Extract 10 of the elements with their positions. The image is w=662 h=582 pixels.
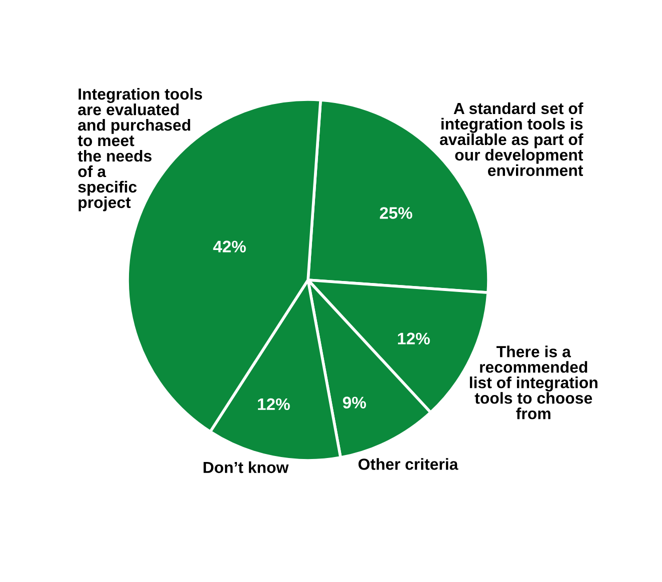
data-label: 9% — [342, 396, 366, 408]
data-label: 42% — [213, 240, 246, 252]
slice-label: Integration tools are evaluated and purchased to meet the needs of a specific project — [78, 88, 202, 212]
data-label: 25% — [380, 207, 412, 219]
data-label: 12% — [258, 398, 290, 410]
slice-label: Other criteria — [358, 458, 458, 470]
slice-label: A standard set of integration tools is available as part of our development environment — [440, 102, 584, 176]
slice-label: Don’t know — [204, 461, 289, 474]
data-label: 12% — [398, 332, 430, 344]
slice-label: There is a recommended list of integration tools to choose from — [470, 346, 598, 420]
